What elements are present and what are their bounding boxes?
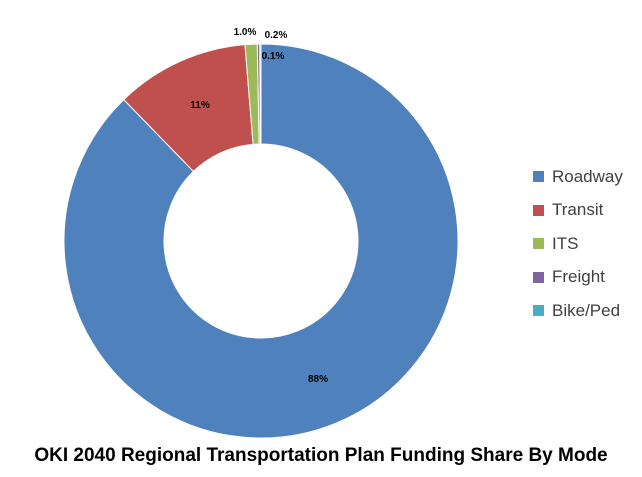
legend-item-bike-ped: Bike/Ped [533, 294, 623, 328]
legend-label-freight: Freight [552, 267, 605, 287]
legend-label-roadway: Roadway [552, 166, 623, 186]
slice-roadway [63, 43, 459, 439]
legend-swatch-bike-ped [533, 305, 544, 317]
legend-swatch-transit [533, 204, 544, 216]
data-label-roadway: 88% [308, 374, 328, 385]
legend-label-its: ITS [552, 233, 579, 253]
chart-title: OKI 2040 Regional Transportation Plan Fu… [34, 445, 608, 466]
legend-item-transit: Transit [533, 194, 623, 228]
legend-swatch-freight [533, 271, 544, 283]
data-label-bike-ped: 0.1% [262, 51, 285, 62]
legend-item-roadway: Roadway [533, 160, 623, 194]
legend-label-bike-ped: Bike/Ped [552, 300, 621, 320]
data-label-transit: 11% [190, 100, 210, 111]
legend-label-transit: Transit [552, 200, 604, 220]
data-label-its: 1.0% [234, 27, 257, 38]
data-label-freight: 0.2% [265, 30, 288, 41]
slice-bike-ped [259, 43, 262, 145]
legend-item-its: ITS [533, 227, 623, 261]
legend: Roadway Transit ITS Freight Bike/Ped [533, 160, 623, 328]
legend-item-freight: Freight [533, 261, 623, 295]
legend-swatch-roadway [533, 171, 544, 183]
legend-swatch-its [533, 238, 544, 250]
